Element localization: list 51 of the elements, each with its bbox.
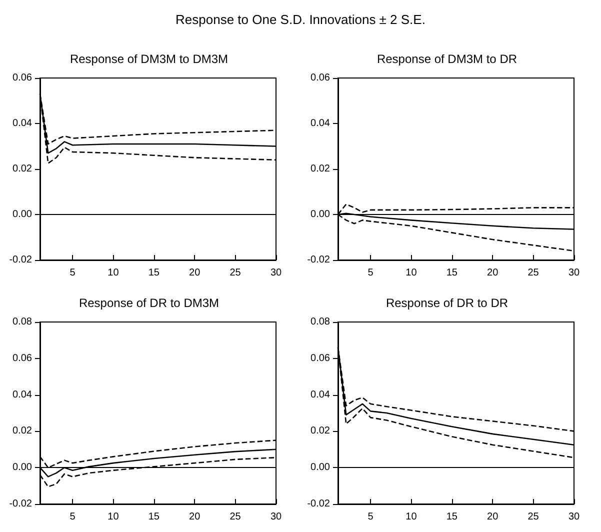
x-tick-label: 30 — [270, 268, 282, 278]
x-tick-label: 25 — [230, 512, 242, 522]
y-tick-label: 0.06 — [310, 72, 330, 84]
y-tick-label: -0.02 — [9, 254, 32, 266]
x-tick-label: 10 — [108, 512, 120, 522]
x-tick-label: 5 — [70, 512, 76, 522]
x-tick-label: 20 — [487, 268, 499, 278]
y-tick-label: 0.00 — [12, 209, 32, 220]
x-tick-label: 15 — [446, 512, 458, 522]
y-tick-label: 0.04 — [12, 118, 32, 129]
y-tick-label: 0.04 — [12, 389, 32, 400]
text: Response to One S.D. Innovations ± 2 S.E. — [174, 12, 426, 27]
y-tick-label: 0.04 — [310, 118, 330, 129]
y-tick-label: 0.06 — [12, 72, 32, 84]
x-tick-label: 10 — [406, 268, 418, 278]
y-tick-label: 0.06 — [310, 352, 330, 364]
x-tick-label: 25 — [528, 512, 540, 522]
x-tick-label: 20 — [487, 512, 499, 522]
x-tick-label: 25 — [230, 268, 242, 278]
x-tick-label: 20 — [189, 512, 201, 522]
y-tick-label: 0.08 — [12, 316, 32, 328]
y-tick-label: 0.02 — [310, 426, 330, 437]
y-tick-label: 0.00 — [310, 209, 330, 220]
y-tick-label: -0.02 — [307, 498, 330, 510]
x-tick-label: 10 — [406, 512, 418, 522]
x-tick-label: 15 — [148, 512, 160, 522]
x-tick-label: 15 — [446, 268, 458, 278]
x-tick-label: 5 — [70, 268, 76, 278]
y-tick-label: 0.02 — [12, 426, 32, 437]
x-tick-label: 25 — [528, 268, 540, 278]
y-tick-label: 0.00 — [310, 462, 330, 474]
y-tick-label: 0.04 — [310, 389, 330, 400]
y-tick-label: 0.06 — [12, 352, 32, 364]
y-tick-label: 0.08 — [310, 316, 330, 328]
chart-title: Response of DR to DM3M — [78, 296, 220, 310]
x-tick-label: 15 — [148, 268, 160, 278]
x-tick-label: 5 — [368, 512, 374, 522]
y-tick-label: 0.00 — [12, 462, 32, 474]
x-tick-label: 30 — [568, 512, 580, 522]
y-tick-label: -0.02 — [9, 498, 32, 510]
chart-title: Response of DM3M to DR — [376, 52, 518, 66]
x-tick-label: 20 — [189, 268, 201, 278]
x-tick-label: 30 — [568, 268, 580, 278]
x-tick-label: 30 — [270, 512, 282, 522]
chart-title: Response of DR to DR — [386, 296, 508, 310]
y-tick-label: 0.02 — [310, 164, 330, 174]
x-tick-label: 10 — [108, 268, 120, 278]
y-tick-label: -0.02 — [307, 254, 330, 266]
x-tick-label: 5 — [368, 268, 374, 278]
y-tick-label: 0.02 — [12, 164, 32, 174]
chart-title: Response of DM3M to DM3M — [70, 52, 228, 66]
